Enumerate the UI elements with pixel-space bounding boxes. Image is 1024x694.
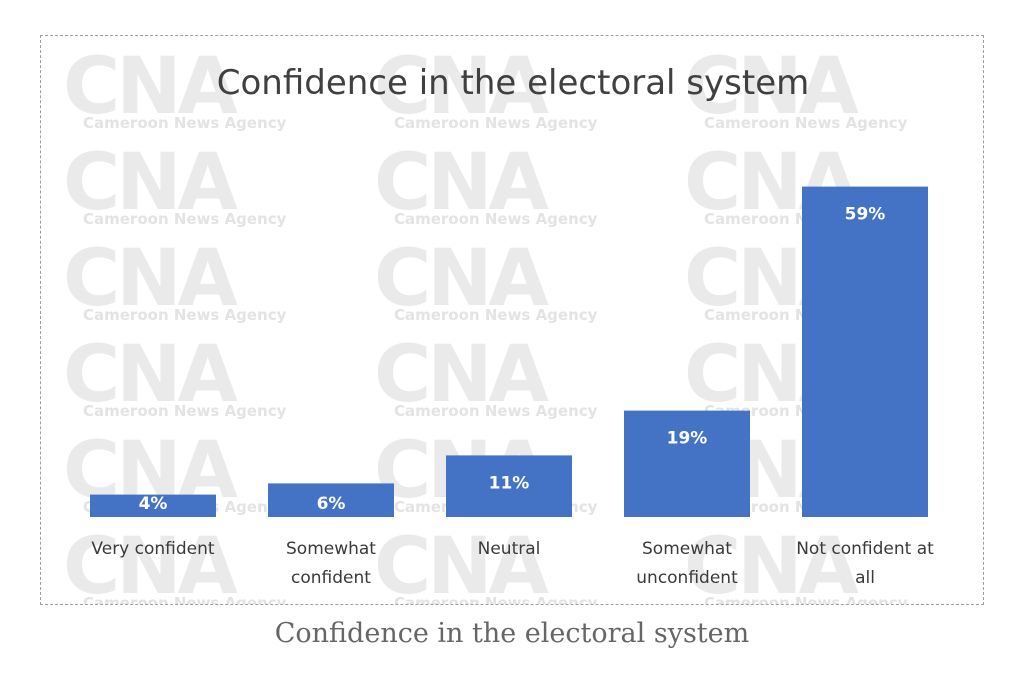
category-tick-line: Neutral <box>478 539 541 559</box>
bar <box>802 186 928 517</box>
chart-figure: CNA Cameroon News Agency CNA Cameroon News … <box>40 35 984 605</box>
bar <box>446 455 572 517</box>
category-tick-label: Somewhat unconfident <box>636 539 738 588</box>
category-tick-line: unconfident <box>636 568 738 588</box>
category-tick-line: Somewhat <box>642 539 732 559</box>
category-tick-line: Not confident at <box>796 539 934 559</box>
data-label: 6% <box>317 494 346 514</box>
category-tick-line: confident <box>291 568 371 588</box>
category-tick-line: all <box>855 568 875 588</box>
bar <box>268 483 394 517</box>
bar <box>624 410 750 517</box>
data-label: 4% <box>139 494 168 514</box>
category-tick-label: Very confident <box>91 539 214 559</box>
category-tick-label: Neutral <box>478 539 541 559</box>
figure-caption: Confidence in the electoral system <box>274 618 750 649</box>
chart-title: Confidence in the electoral system <box>216 63 810 103</box>
bar <box>90 494 216 517</box>
bar-chart: 4% Very confident 6% Somewhat confident 11% Ne… <box>90 186 934 588</box>
category-tick-line: Very confident <box>91 539 214 559</box>
data-label: 59% <box>845 205 886 225</box>
category-tick-line: Somewhat <box>286 539 376 559</box>
category-tick-label: Somewhat confident <box>286 539 376 588</box>
category-tick-label: Not confident at all <box>796 539 934 588</box>
data-label: 11% <box>489 473 530 493</box>
data-label: 19% <box>667 429 708 449</box>
